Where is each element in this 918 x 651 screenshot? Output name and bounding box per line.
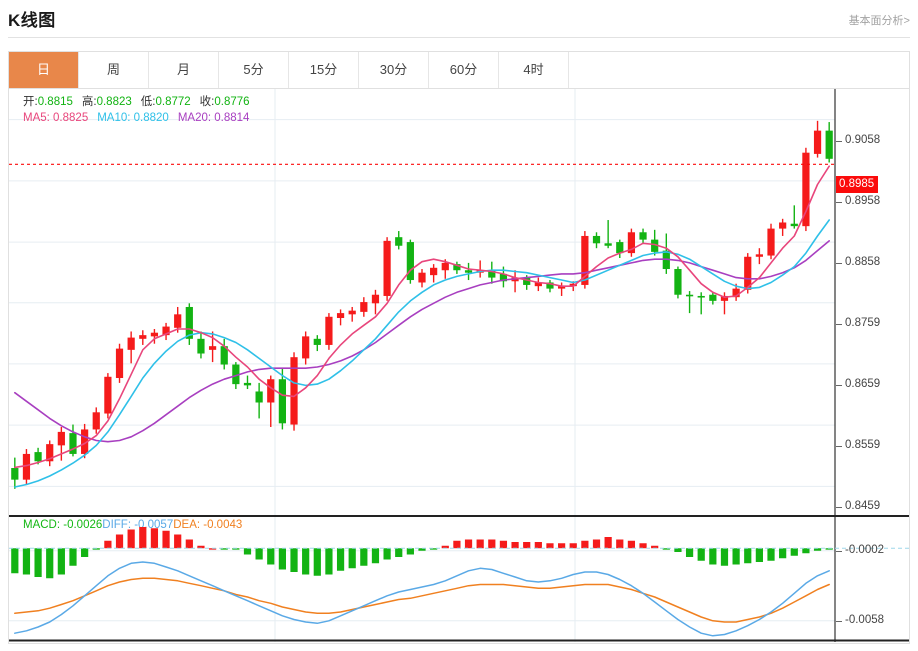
header-divider [8, 37, 910, 38]
high-value: 0.8823 [96, 96, 132, 108]
ma10-legend: MA10: 0.8820 [97, 112, 169, 124]
dea-value: DEA: -0.0043 [173, 519, 243, 531]
price-tick-label: 0.8459 [845, 500, 881, 513]
tab-15min[interactable]: 15分 [289, 52, 359, 88]
tab-30min[interactable]: 30分 [359, 52, 429, 88]
tab-filler [569, 52, 909, 88]
period-tabs: 日 周 月 5分 15分 30分 60分 4时 [8, 51, 910, 89]
price-tick-mark [836, 384, 842, 386]
macd-tick-label: -0.0002 [845, 543, 885, 556]
page-header: K线图 基本面分析> [0, 0, 918, 38]
low-label: 低: [140, 96, 156, 108]
price-tick-label: 0.8559 [845, 439, 881, 452]
open-label: 开: [23, 96, 38, 108]
price-tick-label: 0.8759 [845, 316, 881, 329]
tab-day[interactable]: 日 [9, 52, 79, 88]
price-tick-mark [836, 446, 842, 448]
macd-value: MACD: -0.0026 [23, 519, 103, 531]
diff-value: DIFF: -0.0057 [102, 519, 174, 531]
ma5-legend: MA5: 0.8825 [23, 112, 89, 124]
macd-legend: MACD: -0.0026DIFF: -0.0057DEA: -0.0043 [23, 519, 242, 531]
macd-tick-label: -0.0058 [845, 613, 885, 626]
price-tick-mark [836, 323, 842, 325]
price-tick-mark [836, 140, 842, 142]
fundamental-analysis-link[interactable]: 基本面分析> [848, 15, 910, 27]
ohlc-row: 开:0.8815 高:0.8823 低:0.8772 收:0.8776 [23, 94, 250, 110]
close-value: 0.8776 [214, 96, 250, 108]
low-value: 0.8772 [155, 96, 191, 108]
ma20-legend: MA20: 0.8814 [177, 112, 250, 124]
ma-row: MA5: 0.8825 MA10: 0.8820 MA20: 0.8814 [23, 110, 250, 126]
tab-5min[interactable]: 5分 [219, 52, 289, 88]
price-tick-label: 0.8958 [845, 194, 881, 207]
price-tick-label: 0.8659 [845, 377, 881, 390]
macd-tick-mark [836, 550, 842, 552]
price-chart-plot[interactable] [9, 89, 909, 517]
tab-60min[interactable]: 60分 [429, 52, 499, 88]
tab-month[interactable]: 月 [149, 52, 219, 88]
close-label: 收: [199, 96, 215, 108]
tab-week[interactable]: 周 [79, 52, 149, 88]
ohlc-legend: 开:0.8815 高:0.8823 低:0.8772 收:0.8776 MA5: 0.… [23, 94, 250, 126]
macd-tick-mark [836, 620, 842, 622]
price-tick-mark [836, 263, 842, 265]
price-tick-mark [836, 507, 842, 509]
price-tick-mark [836, 201, 842, 203]
price-tick-label: 0.8858 [845, 256, 881, 269]
current-price-label: 0.8985 [836, 176, 879, 194]
open-value: 0.8815 [37, 96, 73, 108]
price-tick-label: 0.9058 [845, 133, 881, 146]
high-label: 高: [81, 96, 97, 108]
macd-chart-plot[interactable] [9, 517, 909, 642]
page-title: K线图 [8, 11, 56, 30]
tab-4hour[interactable]: 4时 [499, 52, 569, 88]
chart-container[interactable]: 开:0.8815 高:0.8823 低:0.8772 收:0.8776 MA5: 0.… [8, 89, 910, 644]
